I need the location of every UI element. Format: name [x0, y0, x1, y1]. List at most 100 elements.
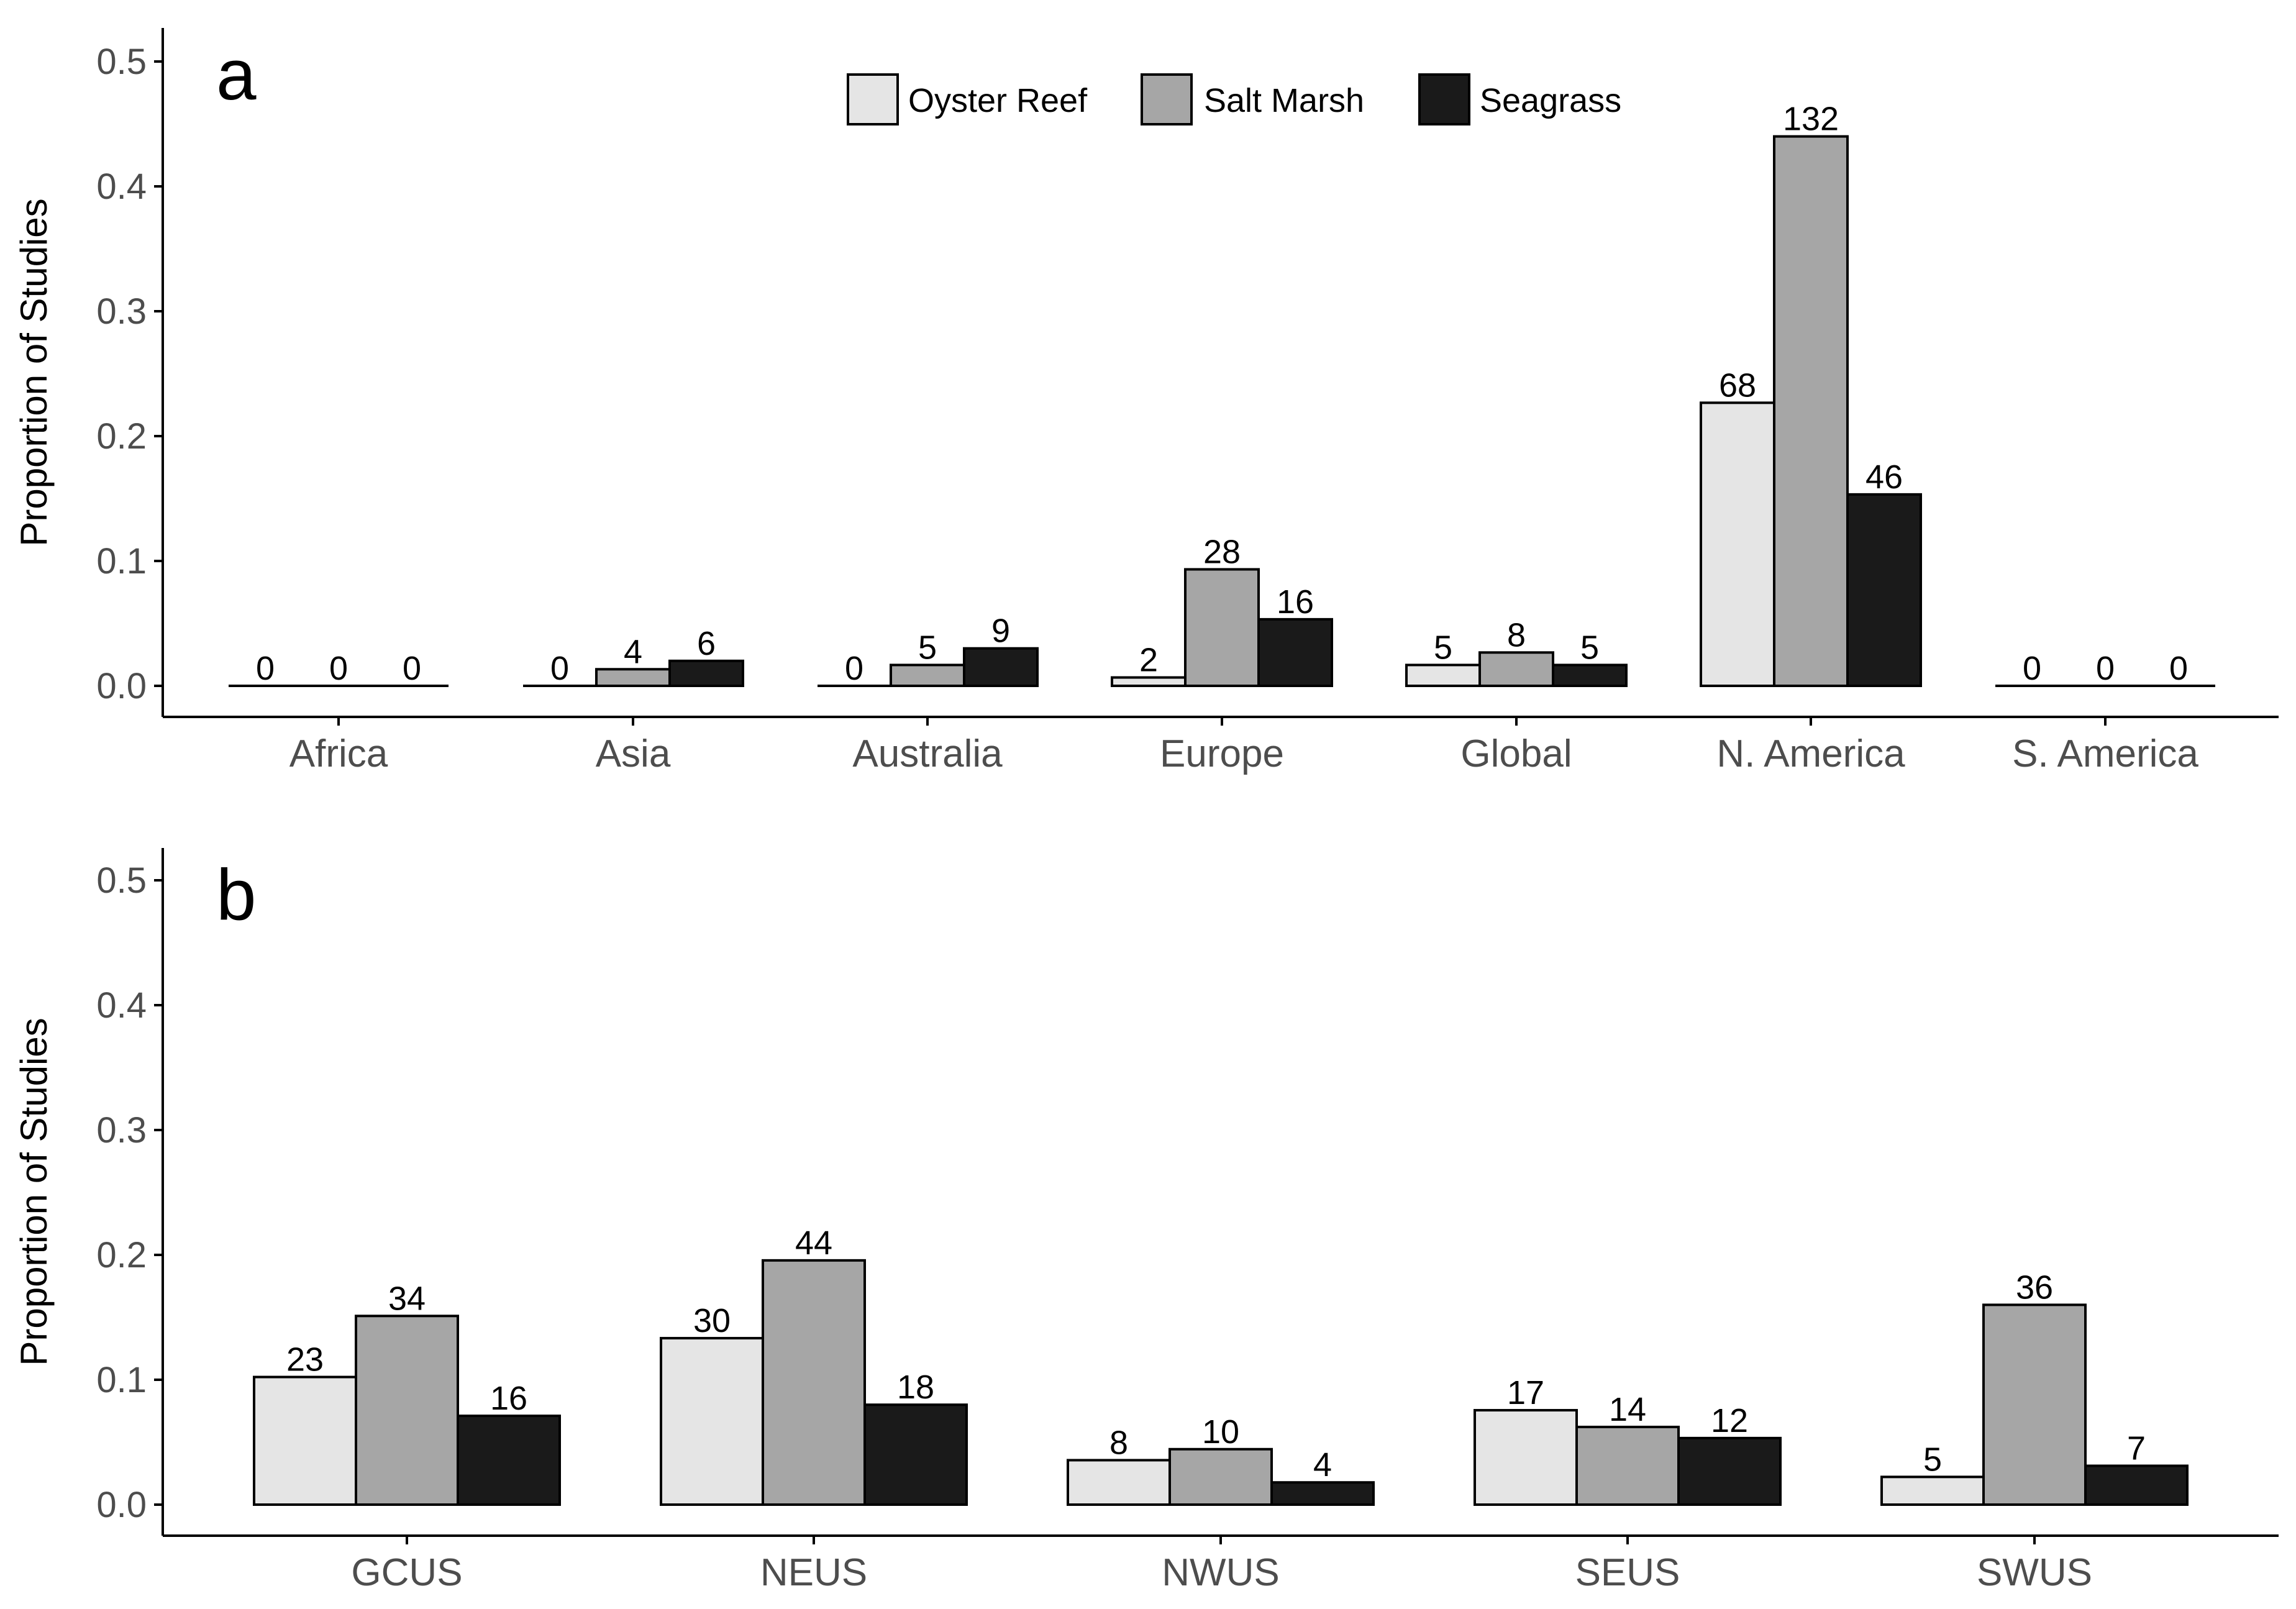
data-label-salt-marsh-nwus: 10 — [1202, 1413, 1239, 1451]
bar-seagrass-global — [1552, 663, 1628, 687]
x-tick-label-australia: Australia — [852, 732, 1003, 775]
x-tick-label-nwus: NWUS — [1162, 1551, 1279, 1594]
x-tick-label-seus: SEUS — [1575, 1551, 1680, 1594]
data-label-salt-marsh-neus: 44 — [795, 1224, 832, 1262]
bar-seagrass-neus — [863, 1403, 968, 1506]
x-tick-label-africa: Africa — [289, 732, 388, 775]
y-axis-title: Proportion of Studies — [13, 1018, 55, 1365]
legend-label-salt-marsh: Salt Marsh — [1204, 82, 1364, 119]
bar-oyster-reef-seus — [1474, 1409, 1578, 1506]
legend: Oyster Reef Salt Marsh Seagrass — [847, 73, 1621, 125]
data-label-oyster-reef-s-america: 0 — [2023, 650, 2041, 687]
x-tick-label-asia: Asia — [596, 732, 671, 775]
panel-label: b — [216, 854, 257, 935]
data-label-seagrass-n-america: 46 — [1866, 458, 1903, 496]
y-tick-label: 0.3 — [96, 291, 147, 332]
data-label-salt-marsh-n-america: 132 — [1783, 101, 1839, 138]
legend-label-oyster-reef: Oyster Reef — [908, 82, 1088, 119]
data-label-seagrass-africa: 0 — [403, 650, 421, 687]
bar-salt-marsh-swus — [1982, 1303, 2087, 1506]
y-tick-label: 0.1 — [96, 1360, 147, 1400]
y-tick-label: 0.4 — [96, 166, 147, 207]
data-label-seagrass-nwus: 4 — [1313, 1446, 1332, 1484]
data-label-oyster-reef-neus: 30 — [693, 1302, 731, 1339]
data-label-seagrass-neus: 18 — [897, 1369, 934, 1406]
bar-seagrass-seus — [1677, 1436, 1782, 1506]
data-label-salt-marsh-global: 8 — [1507, 616, 1526, 654]
data-label-oyster-reef-swus: 5 — [1923, 1441, 1942, 1478]
x-tick-label-swus: SWUS — [1977, 1551, 2092, 1594]
legend-swatch-salt-marsh — [1141, 73, 1193, 125]
x-tick-label-europe: Europe — [1160, 732, 1284, 775]
bar-seagrass-gcus — [457, 1415, 561, 1506]
data-label-seagrass-s-america: 0 — [2169, 650, 2188, 687]
data-label-salt-marsh-asia: 4 — [624, 633, 642, 670]
data-label-oyster-reef-australia: 0 — [845, 650, 863, 687]
bar-oyster-reef-gcus — [253, 1375, 357, 1506]
data-label-oyster-reef-nwus: 8 — [1109, 1424, 1128, 1461]
bar-oyster-reef-europe — [1111, 676, 1187, 687]
x-tick-label-neus: NEUS — [760, 1551, 867, 1594]
bar-oyster-reef-neus — [660, 1337, 764, 1506]
legend-swatch-seagrass — [1418, 73, 1470, 125]
data-label-oyster-reef-global: 5 — [1434, 629, 1452, 666]
bar-salt-marsh-gcus — [355, 1315, 459, 1506]
bar-salt-marsh-global — [1478, 651, 1554, 688]
data-label-oyster-reef-asia: 0 — [550, 650, 569, 687]
bar-oyster-reef-swus — [1880, 1475, 1985, 1506]
data-label-seagrass-europe: 16 — [1277, 583, 1314, 621]
y-tick-label: 0.5 — [96, 42, 147, 82]
data-label-salt-marsh-swus: 36 — [2016, 1269, 2053, 1306]
data-label-oyster-reef-europe: 2 — [1139, 642, 1158, 679]
bar-oyster-reef-global — [1405, 663, 1481, 687]
data-label-seagrass-global: 5 — [1580, 629, 1599, 666]
y-tick-label: 0.2 — [96, 416, 147, 457]
bar-oyster-reef-nwus — [1067, 1459, 1171, 1506]
data-label-salt-marsh-seus: 14 — [1609, 1391, 1646, 1428]
panel-a: 0.0 0.1 0.2 0.3 0.4 0.5 Proportion of Studies a… — [13, 28, 2279, 775]
data-label-oyster-reef-seus: 17 — [1507, 1374, 1544, 1411]
x-tick-label-s-america: S. America — [2012, 732, 2198, 775]
x-tick-label-global: Global — [1460, 732, 1572, 775]
panel-label: a — [216, 34, 257, 115]
data-label-salt-marsh-gcus: 34 — [388, 1280, 426, 1317]
panel-b: 0.0 0.1 0.2 0.3 0.4 0.5 Proportion of Studies b… — [13, 848, 2279, 1594]
data-label-oyster-reef-africa: 0 — [256, 650, 275, 687]
bar-salt-marsh-n-america — [1773, 135, 1849, 688]
data-label-seagrass-seus: 12 — [1711, 1402, 1748, 1439]
x-tick-label-n-america: N. America — [1716, 732, 1905, 775]
data-label-salt-marsh-australia: 5 — [918, 629, 937, 666]
bar-salt-marsh-europe — [1184, 568, 1260, 687]
y-tick-label: 0.2 — [96, 1235, 147, 1275]
data-label-seagrass-asia: 6 — [697, 625, 716, 662]
bar-salt-marsh-neus — [762, 1259, 866, 1506]
data-label-seagrass-swus: 7 — [2127, 1429, 2146, 1467]
bar-salt-marsh-asia — [595, 668, 671, 687]
y-tick-label: 0.1 — [96, 541, 147, 581]
y-tick-label: 0.3 — [96, 1110, 147, 1151]
data-label-salt-marsh-africa: 0 — [329, 650, 348, 687]
bar-oyster-reef-n-america — [1700, 401, 1775, 687]
data-label-seagrass-gcus: 16 — [490, 1380, 527, 1417]
y-axis-title: Proportion of Studies — [13, 198, 55, 546]
data-label-oyster-reef-gcus: 23 — [286, 1341, 324, 1379]
bar-salt-marsh-seus — [1575, 1425, 1680, 1506]
legend-label-seagrass: Seagrass — [1480, 82, 1621, 119]
y-tick-label: 0.0 — [96, 1485, 147, 1525]
data-label-salt-marsh-europe: 28 — [1203, 533, 1241, 570]
data-label-seagrass-australia: 9 — [991, 613, 1010, 650]
bar-seagrass-asia — [668, 659, 744, 688]
bar-seagrass-nwus — [1270, 1481, 1375, 1506]
bar-salt-marsh-nwus — [1168, 1447, 1273, 1506]
y-tick-label: 0.0 — [96, 666, 147, 706]
data-label-salt-marsh-s-america: 0 — [2096, 650, 2115, 687]
data-label-oyster-reef-n-america: 68 — [1719, 367, 1756, 404]
bar-seagrass-n-america — [1846, 493, 1922, 687]
bar-seagrass-swus — [2084, 1464, 2189, 1506]
x-tick-label-gcus: GCUS — [351, 1551, 462, 1594]
bar-seagrass-australia — [963, 647, 1039, 687]
y-tick-label: 0.5 — [96, 860, 147, 901]
bar-seagrass-europe — [1257, 618, 1333, 688]
y-tick-label: 0.4 — [96, 985, 147, 1026]
